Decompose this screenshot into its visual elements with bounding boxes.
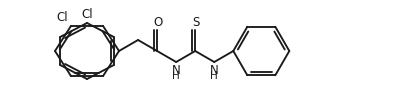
- Text: N: N: [210, 64, 219, 77]
- Text: O: O: [154, 16, 163, 29]
- Text: N: N: [172, 64, 181, 77]
- Text: Cl: Cl: [81, 8, 93, 21]
- Text: H: H: [210, 71, 218, 81]
- Text: H: H: [172, 71, 180, 81]
- Text: S: S: [192, 16, 200, 29]
- Text: Cl: Cl: [56, 11, 68, 24]
